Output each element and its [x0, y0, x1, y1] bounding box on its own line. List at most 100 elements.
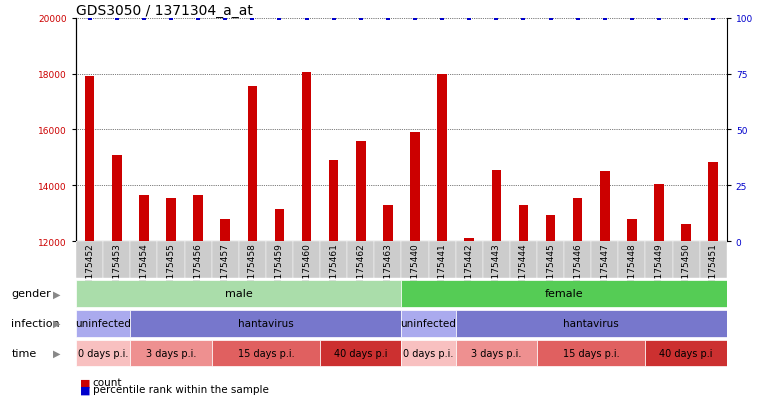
FancyBboxPatch shape: [76, 242, 103, 279]
Bar: [247, 87, 257, 242]
FancyBboxPatch shape: [185, 242, 212, 279]
Text: GSM175443: GSM175443: [492, 243, 501, 297]
Point: [463, 15, 476, 22]
Text: GDS3050 / 1371304_a_at: GDS3050 / 1371304_a_at: [76, 4, 253, 18]
FancyBboxPatch shape: [130, 242, 158, 279]
FancyBboxPatch shape: [76, 340, 130, 366]
Bar: [221, 219, 230, 242]
Bar: [546, 215, 556, 242]
Text: GSM175440: GSM175440: [410, 243, 419, 297]
Text: ■: ■: [80, 377, 91, 387]
Text: count: count: [93, 377, 123, 387]
Text: gender: gender: [11, 289, 51, 299]
Text: GSM175462: GSM175462: [356, 243, 365, 297]
Text: GSM175451: GSM175451: [708, 243, 718, 297]
Point: [626, 15, 638, 22]
FancyBboxPatch shape: [158, 242, 185, 279]
Point: [273, 15, 285, 22]
Text: ▶: ▶: [53, 289, 61, 299]
Bar: [329, 161, 339, 242]
Point: [490, 15, 502, 22]
Bar: [302, 73, 311, 242]
Text: uninfected: uninfected: [400, 318, 457, 328]
Point: [382, 15, 394, 22]
FancyBboxPatch shape: [699, 242, 727, 279]
FancyBboxPatch shape: [591, 242, 618, 279]
FancyBboxPatch shape: [347, 242, 374, 279]
FancyBboxPatch shape: [103, 242, 130, 279]
Point: [84, 15, 96, 22]
Bar: [627, 219, 637, 242]
Bar: [519, 205, 528, 242]
Point: [110, 15, 123, 22]
Text: 40 days p.i: 40 days p.i: [334, 348, 387, 358]
Bar: [193, 196, 203, 242]
Text: ▶: ▶: [53, 318, 61, 328]
FancyBboxPatch shape: [76, 310, 130, 337]
Text: male: male: [225, 289, 253, 299]
Bar: [112, 155, 122, 242]
Point: [517, 15, 530, 22]
FancyBboxPatch shape: [320, 340, 402, 366]
Bar: [85, 77, 94, 242]
Point: [355, 15, 367, 22]
Text: GSM175452: GSM175452: [85, 243, 94, 297]
Bar: [356, 141, 365, 242]
FancyBboxPatch shape: [239, 242, 266, 279]
FancyBboxPatch shape: [645, 340, 727, 366]
Text: GSM175448: GSM175448: [627, 243, 636, 297]
Point: [409, 15, 421, 22]
Bar: [438, 74, 447, 242]
Text: GSM175461: GSM175461: [330, 243, 338, 297]
Text: uninfected: uninfected: [75, 318, 131, 328]
Point: [327, 15, 339, 22]
Text: 3 days p.i.: 3 days p.i.: [471, 348, 521, 358]
Point: [219, 15, 231, 22]
Bar: [464, 239, 474, 242]
Text: GSM175460: GSM175460: [302, 243, 311, 297]
FancyBboxPatch shape: [130, 310, 402, 337]
Text: ■: ■: [80, 385, 91, 394]
Bar: [708, 162, 718, 242]
Bar: [600, 172, 610, 242]
FancyBboxPatch shape: [402, 242, 428, 279]
FancyBboxPatch shape: [266, 242, 293, 279]
Point: [572, 15, 584, 22]
Text: GSM175442: GSM175442: [465, 243, 473, 297]
Bar: [410, 133, 420, 242]
Text: GSM175453: GSM175453: [113, 243, 121, 297]
Bar: [275, 209, 284, 242]
FancyBboxPatch shape: [645, 242, 673, 279]
FancyBboxPatch shape: [293, 242, 320, 279]
Text: GSM175454: GSM175454: [139, 243, 148, 297]
Point: [599, 15, 611, 22]
Text: GSM175459: GSM175459: [275, 243, 284, 297]
FancyBboxPatch shape: [618, 242, 645, 279]
Point: [436, 15, 448, 22]
Text: GSM175444: GSM175444: [519, 243, 528, 297]
FancyBboxPatch shape: [320, 242, 347, 279]
Text: hantavirus: hantavirus: [238, 318, 294, 328]
FancyBboxPatch shape: [428, 242, 456, 279]
Point: [544, 15, 556, 22]
Point: [165, 15, 177, 22]
Text: 0 days p.i.: 0 days p.i.: [403, 348, 454, 358]
FancyBboxPatch shape: [130, 340, 212, 366]
FancyBboxPatch shape: [76, 280, 402, 307]
Bar: [654, 185, 664, 242]
Bar: [139, 196, 148, 242]
FancyBboxPatch shape: [456, 340, 537, 366]
FancyBboxPatch shape: [456, 310, 727, 337]
FancyBboxPatch shape: [482, 242, 510, 279]
FancyBboxPatch shape: [212, 340, 320, 366]
Text: GSM175449: GSM175449: [654, 243, 664, 297]
Point: [192, 15, 204, 22]
Point: [653, 15, 665, 22]
FancyBboxPatch shape: [402, 280, 727, 307]
Text: ▶: ▶: [53, 348, 61, 358]
FancyBboxPatch shape: [456, 242, 482, 279]
FancyBboxPatch shape: [537, 242, 564, 279]
Point: [707, 15, 719, 22]
Text: female: female: [545, 289, 584, 299]
Text: 15 days p.i.: 15 days p.i.: [237, 348, 295, 358]
